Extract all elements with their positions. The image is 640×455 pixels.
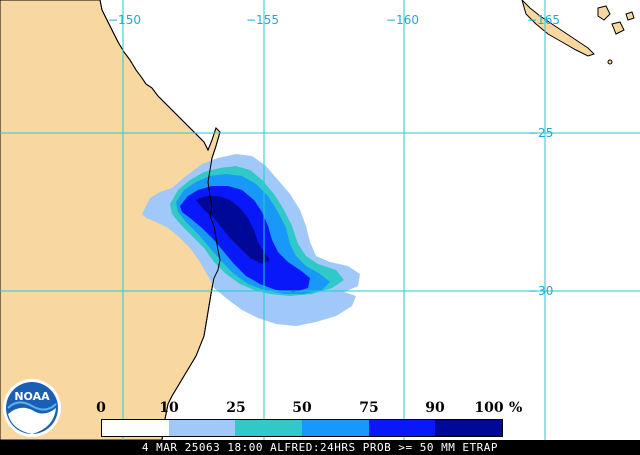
legend-tick-50: 50 xyxy=(292,400,312,416)
legend-bin-10-25 xyxy=(168,420,236,436)
lon-label-160: −160 xyxy=(386,13,419,27)
legend-bin-75-90 xyxy=(368,420,436,436)
legend-bin-25-50 xyxy=(235,420,303,436)
prob-area-90-100 xyxy=(196,196,270,264)
lat-label-30: −30 xyxy=(528,284,553,298)
legend-tick-25: 25 xyxy=(226,400,246,416)
legend-tick-0: 0 xyxy=(96,400,106,416)
lon-label-150: −150 xyxy=(108,13,141,27)
legend-bin-0-10 xyxy=(102,420,169,436)
map-canvas: −150 −155 −160 −165 −25 −30 xyxy=(0,0,640,440)
loyalty-island-2 xyxy=(611,21,625,35)
legend-colorbar xyxy=(101,419,503,437)
footer-caption: 4 MAR 25063 18:00 ALFRED:24HRS PROB >= 5… xyxy=(0,440,640,455)
legend-bin-90-100 xyxy=(435,420,503,436)
legend-unit: % xyxy=(509,400,523,416)
noaa-logo-icon: NOAA xyxy=(3,379,61,437)
isle-of-pines xyxy=(607,59,613,65)
legend-tick-75: 75 xyxy=(359,400,379,416)
lon-label-165: −165 xyxy=(527,13,560,27)
lat-label-25: −25 xyxy=(528,126,553,140)
loyalty-island-1 xyxy=(597,5,611,21)
coastline xyxy=(99,0,221,440)
legend-tick-90: 90 xyxy=(425,400,445,416)
graticule xyxy=(0,0,640,440)
legend-tick-100: 100 xyxy=(474,400,504,416)
new-caledonia-island xyxy=(521,0,595,57)
lon-label-155: −155 xyxy=(246,13,279,27)
loyalty-island-3 xyxy=(625,11,635,21)
noaa-logo-text: NOAA xyxy=(14,390,50,403)
legend-bin-50-75 xyxy=(302,420,369,436)
legend-tick-10: 10 xyxy=(159,400,179,416)
